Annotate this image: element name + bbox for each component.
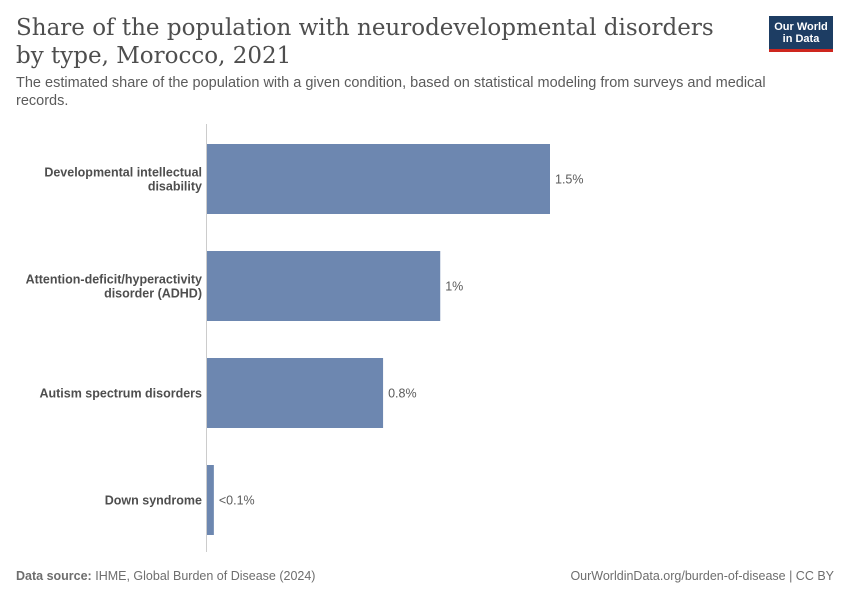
footer: Data source: IHME, Global Burden of Dise…	[16, 569, 834, 583]
bar-chart: 1.5% Developmental intellectual disability…	[26, 124, 584, 552]
bar-2	[207, 251, 441, 321]
category-label-3: Autism spectrum disorders	[39, 387, 202, 401]
source-text: IHME, Global Burden of Disease (2024)	[95, 569, 316, 583]
category-label-4: Down syndrome	[105, 494, 202, 508]
bar-1	[207, 144, 550, 214]
source-url-link[interactable]: OurWorldinData.org/burden-of-disease | C…	[570, 569, 834, 583]
category-label-2: Attention-deficit/hyperactivity disorder …	[26, 273, 202, 301]
category-label-1: Developmental intellectual disability	[44, 166, 202, 194]
value-label-1: 1.5%	[555, 173, 584, 187]
chart-subtitle: The estimated share of the population wi…	[16, 75, 766, 109]
logo-line-1: Our World	[774, 21, 828, 33]
value-label-4: <0.1%	[219, 494, 255, 508]
owid-logo[interactable]: Our World in Data	[769, 16, 833, 52]
bar-3	[207, 358, 384, 428]
value-label-3: 0.8%	[388, 387, 417, 401]
logo-line-2: in Data	[782, 33, 820, 45]
chart-title: Share of the population with neurodevelo…	[16, 15, 714, 69]
source-label: Data source:	[16, 569, 92, 583]
value-label-2: 1%	[445, 280, 463, 294]
bar-4	[207, 465, 214, 535]
